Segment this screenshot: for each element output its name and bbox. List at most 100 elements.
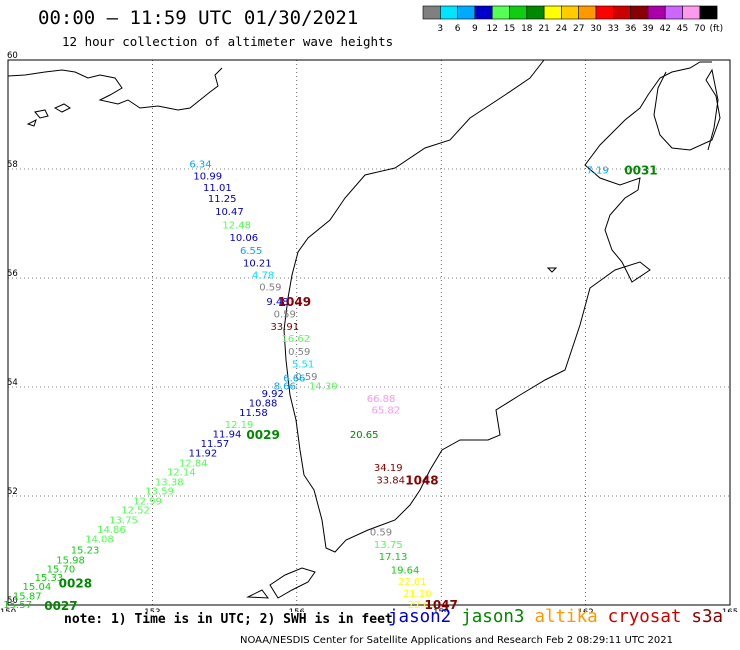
footnote: note: 1) Time is in UTC; 2) SWH is in fe… <box>64 612 393 627</box>
colorbar-tick-label: 12 <box>486 24 497 34</box>
pass-id-label: 0027 <box>44 599 77 612</box>
longitude-tick-label: 165 <box>722 608 738 612</box>
colorbar-tick-label: 3 <box>437 24 443 34</box>
color-scale-legend: 3 6 9 12 15 18 21 24 27 30 33 36 39 42 45 70 (ft) <box>422 5 724 34</box>
wave-height-label: 0.59 <box>274 310 296 321</box>
wave-height-label: 7.19 <box>587 166 609 177</box>
satellite-name: jason3 <box>461 607 525 627</box>
wave-height-label: 10.99 <box>193 172 222 183</box>
wave-height-label: 12.14 <box>167 468 196 479</box>
wave-height-label: 9.48 <box>266 297 288 308</box>
satellite-name: jason2 <box>388 607 452 627</box>
wave-height-label: 10.06 <box>230 233 259 244</box>
small-islet <box>546 267 558 273</box>
wave-height-label: 33.91 <box>270 322 299 333</box>
colorbar-tick-label: 9 <box>472 24 478 34</box>
wave-height-label: 34.19 <box>374 463 403 474</box>
wave-height-label: 5.51 <box>292 360 314 371</box>
satellite-name: altika <box>534 607 598 627</box>
colorbar-swatch <box>699 5 718 20</box>
colorbar-tick-label: 30 <box>590 24 602 34</box>
colorbar-tick-label: 6 <box>455 24 461 34</box>
longitude-tick-label: 162 <box>577 608 593 612</box>
colorbar-tick-label: 18 <box>521 24 533 34</box>
colorbar-tick-label: 15 <box>504 24 515 34</box>
colorbar-tick-label: 27 <box>573 24 584 34</box>
colorbar-tick-label: 45 <box>677 24 688 34</box>
wave-height-label: 22.03 <box>408 600 437 611</box>
wave-height-readings: 6.3410.9911.0111.2510.4712.4810.066.5510… <box>3 160 608 611</box>
wave-height-label: 11.57 <box>201 439 230 450</box>
wave-height-label: 10.88 <box>249 398 278 409</box>
wave-height-label: 15.33 <box>35 573 64 584</box>
pass-id-label: 1048 <box>405 474 438 488</box>
wave-height-label: 11.25 <box>208 194 237 205</box>
wave-height-label: 11.01 <box>203 183 232 194</box>
wave-height-label: 14.86 <box>97 525 126 536</box>
wave-height-label: 15.23 <box>71 546 100 557</box>
wave-height-label: 4.78 <box>252 270 274 281</box>
kamchatka-east-coast <box>653 68 721 151</box>
wave-height-label: 13.59 <box>145 487 174 498</box>
colorbar-tick-label: 24 <box>556 24 568 34</box>
wave-height-label: 65.82 <box>372 405 401 416</box>
pass-id-label: 1049 <box>278 295 311 309</box>
wave-height-label: 16.62 <box>282 334 311 345</box>
graticule: 150 153 156 159 162 165 50 52 54 56 58 60 <box>0 51 738 612</box>
wave-height-label: 0.59 <box>370 528 392 539</box>
latitude-tick-label: 58 <box>7 160 18 170</box>
wave-height-label: 13.75 <box>374 540 403 551</box>
satellite-name: cryosat <box>607 607 682 627</box>
wave-height-label: 21.10 <box>403 589 432 600</box>
longitude-tick-label: 156 <box>289 608 305 612</box>
wave-height-label: 6.55 <box>240 246 262 257</box>
chart-subtitle: 12 hour collection of altimeter wave hei… <box>62 34 394 49</box>
colorbar-unit: (ft) <box>710 24 724 34</box>
wave-height-label: 20.65 <box>350 430 379 441</box>
wave-height-label: 8.66 <box>274 381 296 392</box>
wave-height-label: 11.58 <box>239 408 268 419</box>
wave-height-label: 14.39 <box>309 381 338 392</box>
colorbar-tick-label: 33 <box>608 24 619 34</box>
colorbar-tick-label: 39 <box>642 24 654 34</box>
latitude-tick-label: 56 <box>7 269 18 279</box>
pass-id-label: 0031 <box>624 164 657 178</box>
longitude-tick-label: 153 <box>144 608 160 612</box>
coastline <box>7 59 721 599</box>
wave-height-label: 15.70 <box>47 565 76 576</box>
colorbar-tick-label: 36 <box>625 24 637 34</box>
wave-height-label: 66.88 <box>367 394 396 405</box>
pass-id-label: 1047 <box>424 598 457 612</box>
wave-height-label: 15.87 <box>13 591 42 602</box>
wave-height-label: 6.34 <box>189 160 211 171</box>
wave-height-label: 12.19 <box>225 420 254 431</box>
chart-title: 00:00 – 11:59 UTC 01/30/2021 <box>38 7 359 29</box>
wave-height-label: 15.98 <box>56 555 85 566</box>
wave-height-label: 17.13 <box>379 552 408 563</box>
kuril-islands <box>246 567 316 599</box>
taui-bay-islands <box>26 103 71 127</box>
wave-height-map: 150 153 156 159 162 165 50 52 54 56 58 60 6.3410.99… <box>0 51 738 612</box>
okhotsk-north-coast <box>7 67 223 111</box>
wave-height-label: 15.57 <box>3 600 32 611</box>
wave-height-label: 10.21 <box>243 258 272 269</box>
wave-height-label: 15.04 <box>23 582 52 593</box>
satellite-legend: jason2 jason3 altika cryosat s3a <box>388 607 733 627</box>
wave-height-label: 19.64 <box>391 566 420 577</box>
wave-height-label: 14.08 <box>85 535 114 546</box>
colorbar-tick-label: 21 <box>538 24 549 34</box>
wave-height-label: 10.47 <box>215 207 244 218</box>
map-frame <box>7 59 731 606</box>
pass-id-label: 0028 <box>59 577 92 591</box>
wave-height-label: 22.61 <box>398 577 427 588</box>
wave-height-label: 0.59 <box>288 347 310 358</box>
wave-height-label: 12.84 <box>179 458 208 469</box>
longitude-tick-label: 159 <box>433 608 449 612</box>
wave-height-label: 13.38 <box>155 477 184 488</box>
wave-height-label: 9.92 <box>262 389 284 400</box>
latitude-tick-label: 50 <box>7 596 18 606</box>
wave-height-label: 12.99 <box>133 496 162 507</box>
wave-height-label: 33.84 <box>376 476 405 487</box>
colorbar-tick-label: 42 <box>659 24 670 34</box>
kamchatka-west-coast <box>283 59 712 553</box>
